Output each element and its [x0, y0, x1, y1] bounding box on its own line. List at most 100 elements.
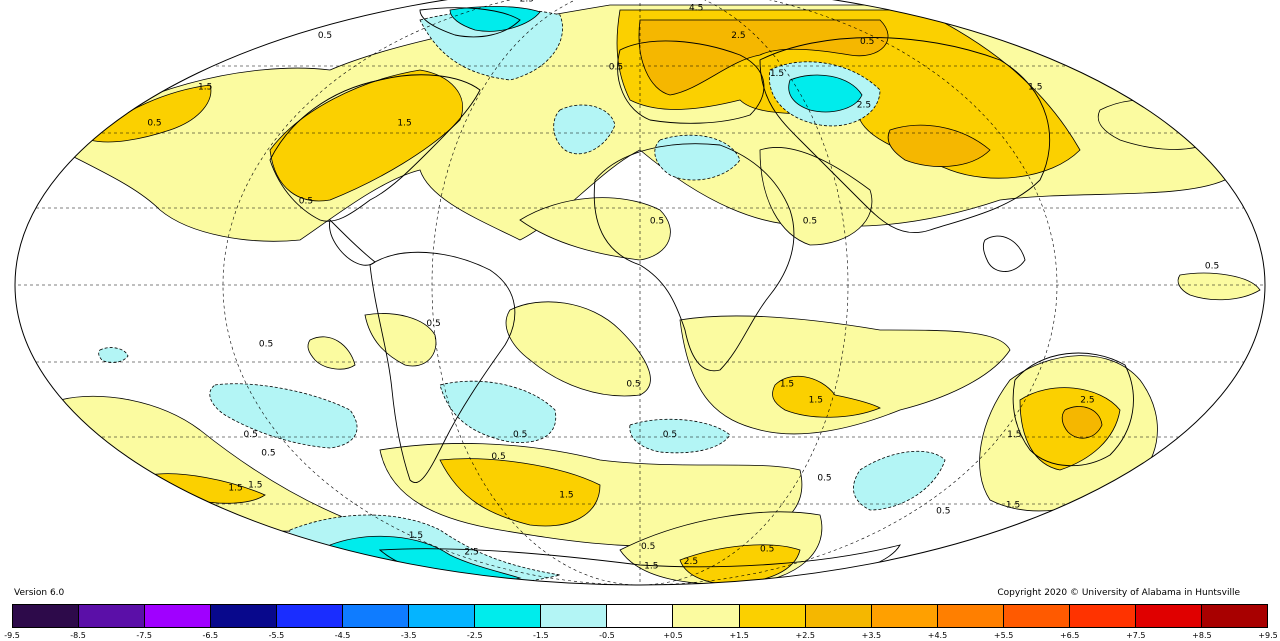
contour-label: 1.5: [780, 380, 794, 390]
contour-label: 1.5: [1007, 430, 1021, 440]
contour-label: 0.5: [760, 545, 774, 555]
colorbar-tick-label: +9.5: [1258, 631, 1278, 640]
contour-label: 0.5: [641, 542, 655, 552]
contour-label: 1.5: [397, 119, 411, 129]
colorbar-tick-label: +5.5: [993, 631, 1014, 640]
contour-label: 1.5: [644, 562, 658, 572]
contour-label: 0.5: [147, 119, 161, 129]
contour-label: 1.5: [1006, 500, 1020, 510]
anomaly-region: [449, 6, 541, 32]
contour-label: 2.5: [464, 547, 478, 557]
contour-label: 2.5: [857, 100, 871, 110]
contour-label: 1.5: [809, 395, 823, 405]
contour-label: 1.5: [409, 531, 423, 541]
colorbar-tick-label: -6.5: [202, 631, 219, 640]
colorbar-tick-label: +6.5: [1059, 631, 1080, 640]
anomaly-region: [887, 124, 991, 167]
colorbar-tick-label: +7.5: [1126, 631, 1146, 640]
anomaly-region: [1061, 406, 1103, 439]
anomaly-region: [788, 74, 863, 113]
anomaly-region: [89, 84, 212, 143]
colorbar-tick-label: -9.5: [4, 631, 20, 640]
contour-label: 0.5: [609, 62, 623, 72]
temperature-anomaly-map: 2.50.51.50.51.50.50.54.52.51.52.50.51.50…: [14, 0, 1266, 586]
anomaly-region: [553, 104, 616, 155]
colorbar-tick-label: +2.5: [795, 631, 815, 640]
colorbar-swatch: [211, 605, 278, 627]
colorbar-tick-label: -2.5: [466, 631, 483, 640]
colorbar-tick-label: +4.5: [927, 631, 948, 640]
contour-label: 0.5: [936, 507, 950, 517]
contour-label: 1.5: [770, 69, 784, 79]
colorbar-swatch: [937, 605, 1004, 627]
colorbar-tick-label: -0.5: [599, 631, 615, 640]
anomaly-fields: [59, 4, 1261, 585]
colorbar-swatch: [343, 605, 410, 627]
anomaly-region: [638, 19, 889, 96]
contour-label: 1.5: [198, 83, 212, 93]
colorbar-swatch: [277, 605, 344, 627]
contour-label: 0.5: [261, 448, 275, 458]
colorbar-tick-label: +1.5: [729, 631, 749, 640]
colorbar-swatch: [541, 605, 608, 627]
colorbar-tick-label: -1.5: [533, 631, 549, 640]
colorbar-tick-label: -3.5: [400, 631, 417, 640]
colorbar-swatch: [673, 605, 740, 627]
contour-labels: 2.50.51.50.51.50.50.54.52.51.52.50.51.50…: [147, 0, 1219, 572]
colorbar-tick-labels: -9.5 -8.5 -7.5 -6.5 -5.5 -4.5 -3.5 -2.5 -1.5 -0.5…: [4, 631, 1278, 641]
anomaly-region: [1177, 272, 1261, 301]
contour-label: 2.5: [731, 31, 745, 41]
anomaly-region: [439, 380, 557, 443]
contour-label: 0.5: [663, 430, 677, 440]
contour-label: 0.5: [426, 319, 440, 329]
anomaly-region: [269, 69, 463, 202]
colorbar-swatch: [871, 605, 938, 627]
anomaly-region: [654, 134, 741, 181]
anomaly-region: [679, 315, 1011, 435]
colorbar-tick-label: +3.5: [861, 631, 882, 640]
contour-label: 1.5: [559, 490, 573, 500]
anomaly-region: [629, 418, 731, 454]
contour-label: 0.5: [626, 380, 640, 390]
land-outlines: [269, 7, 1134, 585]
graticule: [15, 0, 1265, 585]
anomaly-region: [439, 458, 601, 527]
contour-label: 1.5: [248, 480, 262, 490]
colorbar-tick-label: -5.5: [268, 631, 285, 640]
anomaly-region: [209, 383, 358, 449]
contour-label: 1.5: [1028, 83, 1042, 93]
colorbar-swatch: [475, 605, 542, 627]
contour-label: 0.5: [299, 196, 313, 206]
colorbar-swatch: [79, 605, 146, 627]
anomaly-region: [307, 336, 356, 370]
colorbar-swatch: [1201, 605, 1267, 627]
anomaly-region: [853, 450, 946, 511]
colorbar-swatch: [1135, 605, 1202, 627]
colorbar-tick-label: +8.5: [1192, 631, 1212, 640]
colorbar-tick-label: -7.5: [136, 631, 153, 640]
colorbar-swatch: [1069, 605, 1136, 627]
contour-label: 0.5: [318, 31, 332, 41]
version-label: Version 6.0: [14, 588, 65, 598]
anomaly-region: [519, 197, 671, 261]
contour-label: 0.5: [817, 473, 831, 483]
contour-label: 2.5: [684, 557, 698, 567]
contour-label: 0.5: [491, 452, 505, 462]
contour-label: 0.5: [803, 217, 817, 227]
contour-label: 0.5: [650, 217, 664, 227]
contour-label: 0.5: [244, 430, 258, 440]
colorbar-swatch: [13, 605, 80, 627]
colorbar-swatch: [805, 605, 872, 627]
anomaly-region: [679, 544, 801, 585]
colorbar-swatch: [1003, 605, 1070, 627]
anomaly-region: [772, 376, 881, 418]
globe-outline: [14, 0, 1266, 586]
copyright-label: Copyright 2020 © University of Alabama i…: [997, 588, 1240, 598]
contour-label: 0.5: [259, 339, 273, 349]
contour-label: 1.5: [228, 484, 242, 494]
anomaly-region: [364, 313, 437, 367]
contour-label: 2.5: [1080, 395, 1094, 405]
colorbar-swatch: [145, 605, 212, 627]
contour-label: 2.5: [520, 0, 534, 4]
colorbar: [12, 604, 1268, 628]
